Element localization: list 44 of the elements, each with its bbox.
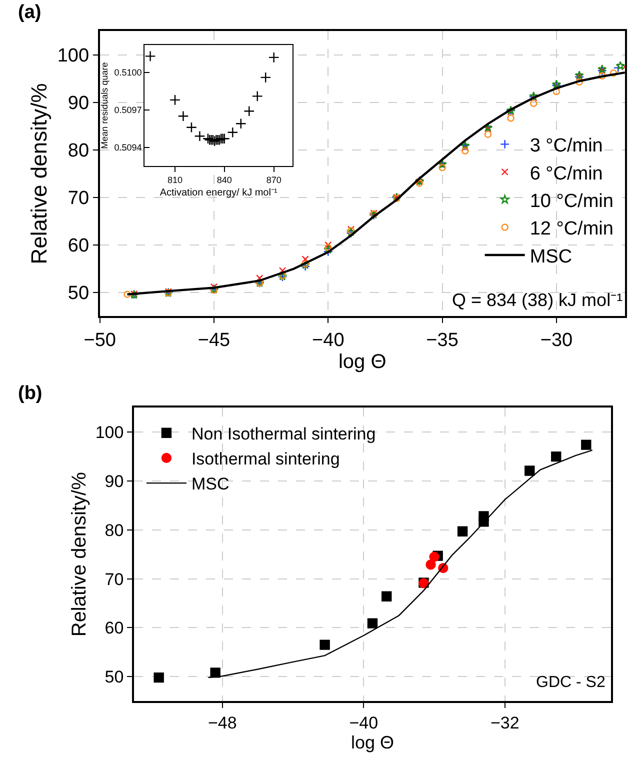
y-tick-label: 60 <box>68 236 90 257</box>
x-axis-title: log Θ <box>350 732 394 752</box>
x-tick-label: −48 <box>208 713 237 732</box>
legend-label: 3 °C/min <box>530 136 603 157</box>
x-axis-title: Activation energy/ kJ mol⁻¹ <box>160 187 278 198</box>
text: (a) <box>18 2 42 23</box>
legend-label: 10 °C/min <box>530 190 614 212</box>
y-tick-label: 50 <box>104 668 124 687</box>
x-tick-label: −35 <box>426 330 458 352</box>
y-axis-title: Relative density/% <box>26 83 52 264</box>
y-tick-label: 0.5097 <box>114 105 142 116</box>
x-tick-label: −30 <box>540 330 573 352</box>
legend-label: 6 °C/min <box>530 163 603 184</box>
y-tick-label: 80 <box>68 140 90 162</box>
x-tick-label: 870 <box>266 174 282 185</box>
x-axis-title: log Θ <box>338 351 386 374</box>
legend-label: Non Isothermal sintering <box>191 424 376 444</box>
annotation: GDC - S2 <box>536 674 606 691</box>
x-tick-label: −50 <box>84 330 116 352</box>
y-tick-label: 90 <box>104 472 124 491</box>
y-tick-label: 100 <box>95 423 124 442</box>
legend-label: Isothermal sintering <box>191 450 340 469</box>
x-tick-label: −40 <box>312 330 344 352</box>
y-tick-label: 70 <box>104 570 124 589</box>
y-tick-label: 70 <box>68 188 90 210</box>
y-axis-title: Relative density/% <box>68 472 90 637</box>
x-tick-label: 810 <box>167 174 183 185</box>
y-tick-label: 50 <box>68 283 90 304</box>
y-tick-label: 60 <box>104 618 124 638</box>
y-axis-title: Mean residuals quare <box>100 62 110 149</box>
y-tick-label: 90 <box>68 93 90 114</box>
y-tick-label: 80 <box>104 520 124 540</box>
x-tick-label: −40 <box>349 713 378 732</box>
text: (b) <box>18 383 42 404</box>
legend-label: 12 °C/min <box>530 218 614 240</box>
y-tick-label: 0.5100 <box>114 68 142 78</box>
annotation: Q = 834 (38) kJ mol⁻¹ <box>452 290 623 310</box>
legend-label: MSC <box>530 246 572 268</box>
legend-label: MSC <box>191 474 230 494</box>
x-tick-label: 840 <box>216 174 232 185</box>
x-tick-label: −45 <box>198 330 230 352</box>
y-tick-label: 100 <box>57 46 90 67</box>
y-tick-label: 0.5094 <box>114 142 142 153</box>
x-tick-label: −32 <box>490 713 520 732</box>
